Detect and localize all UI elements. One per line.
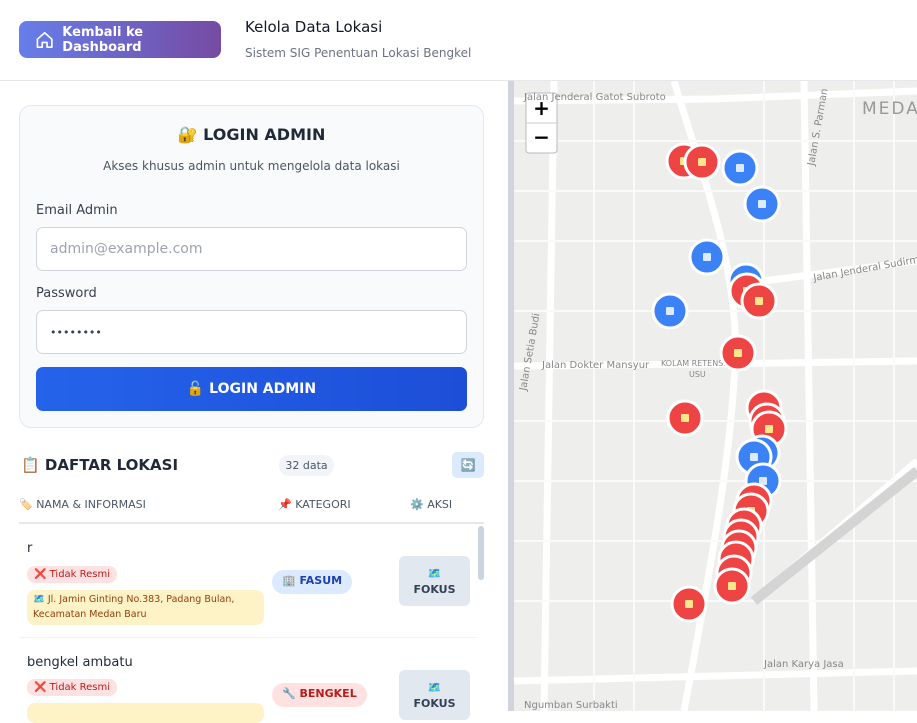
- row-name: r: [27, 541, 33, 556]
- scrollbar: [478, 526, 484, 580]
- password-label: Password: [36, 286, 97, 301]
- focus-label: FOKUS: [413, 582, 456, 596]
- column-header: 📌 KATEGORI: [278, 498, 351, 511]
- back-button[interactable]: Kembali ke Dashboard: [19, 21, 221, 58]
- street-label: Jalan Jenderal Gatot Subroto: [523, 92, 666, 103]
- header-divider: [19, 522, 484, 524]
- email-placeholder: admin@example.com: [50, 241, 203, 257]
- marker-icon: [703, 253, 711, 261]
- street-label: Jalan Dokter Mansyur: [541, 360, 650, 371]
- column-header: ⚙️ AKSI: [410, 498, 453, 511]
- map-marker[interactable]: [683, 143, 721, 181]
- address-box: 🗺️ Jl. Jamin Ginting No.383, Padang Bula…: [27, 590, 264, 625]
- marker-icon: [758, 200, 766, 208]
- email-label: Email Admin: [36, 203, 118, 218]
- column-header: 🏷️ NAMA & INFORMASI: [19, 498, 146, 511]
- marker-icon: [698, 158, 706, 166]
- address-box: [27, 703, 264, 723]
- marker-icon: [750, 453, 758, 461]
- marker-icon: [681, 414, 689, 422]
- list-title: 📋 DAFTAR LOKASI: [21, 456, 179, 474]
- login-subtitle: Akses khusus admin untuk mengelola data …: [103, 159, 400, 173]
- status-badge: ❌ Tidak Resmi: [27, 566, 118, 583]
- email-input[interactable]: admin@example.com: [36, 227, 467, 271]
- map[interactable]: + − Jalan Jenderal Gatot Subroto Jalan S…: [514, 81, 917, 711]
- focus-button[interactable]: 🗺️ FOKUS: [399, 670, 470, 720]
- category-badge: 🏢 FASUM: [272, 570, 353, 594]
- street-label: Ngumban Surbakti: [524, 700, 618, 711]
- category-badge: 🔧 BENGKEL: [272, 683, 367, 707]
- focus-label: FOKUS: [413, 696, 456, 710]
- map-marker[interactable]: [651, 292, 689, 330]
- focus-icon: 🗺️: [427, 680, 442, 694]
- password-input[interactable]: ••••••••: [36, 310, 467, 354]
- marker-icon: [734, 349, 742, 357]
- splitter: [508, 81, 514, 711]
- back-label: Kembali ke Dashboard: [62, 24, 144, 55]
- marker-icon: [685, 600, 693, 608]
- header: Kembali ke Dashboard Kelola Data Lokasi …: [0, 0, 917, 81]
- page-title: Kelola Data Lokasi: [245, 18, 383, 36]
- marker-icon: [765, 425, 773, 433]
- count-text: 32 data: [285, 459, 328, 472]
- map-marker[interactable]: [713, 567, 751, 605]
- marker-icon: [755, 297, 763, 305]
- zoom-out[interactable]: −: [533, 125, 550, 149]
- status-badge: ❌ Tidak Resmi: [27, 679, 118, 696]
- password-value: ••••••••: [50, 325, 102, 339]
- page-subtitle: Sistem SIG Penentuan Lokasi Bengkel: [245, 46, 472, 60]
- roads: [514, 81, 917, 711]
- focus-button[interactable]: 🗺️ FOKUS: [399, 556, 470, 606]
- map-marker[interactable]: [740, 282, 778, 320]
- row-divider: [19, 637, 478, 638]
- refresh-icon: 🔄: [460, 458, 476, 472]
- marker-icon: [736, 164, 744, 172]
- city-label: MEDA: [862, 99, 917, 119]
- login-button-label: 🔓 LOGIN ADMIN: [186, 381, 317, 397]
- map-marker[interactable]: [688, 238, 726, 276]
- street-label: Jalan Karya Jasa: [763, 659, 844, 670]
- map-marker[interactable]: [666, 399, 704, 437]
- map-marker[interactable]: [721, 149, 759, 187]
- railway: [750, 467, 917, 605]
- row-name: bengkel ambatu: [27, 655, 133, 670]
- map-marker[interactable]: [670, 585, 708, 623]
- zoom-in[interactable]: +: [533, 96, 550, 120]
- map-marker[interactable]: [743, 185, 781, 223]
- refresh-button[interactable]: 🔄: [452, 452, 484, 478]
- home-icon: [36, 31, 53, 48]
- login-title: 🔐 LOGIN ADMIN: [177, 125, 326, 144]
- focus-icon: 🗺️: [427, 566, 442, 580]
- map-background: [514, 81, 917, 711]
- area-label: USU: [689, 370, 706, 379]
- login-button[interactable]: 🔓 LOGIN ADMIN: [36, 367, 467, 411]
- area-label: KOLAM RETENSI: [661, 359, 726, 368]
- marker-icon: [759, 477, 767, 485]
- map-marker[interactable]: [719, 334, 757, 372]
- marker-icon: [728, 582, 736, 590]
- count-badge: 32 data: [279, 455, 334, 476]
- marker-icon: [666, 307, 674, 315]
